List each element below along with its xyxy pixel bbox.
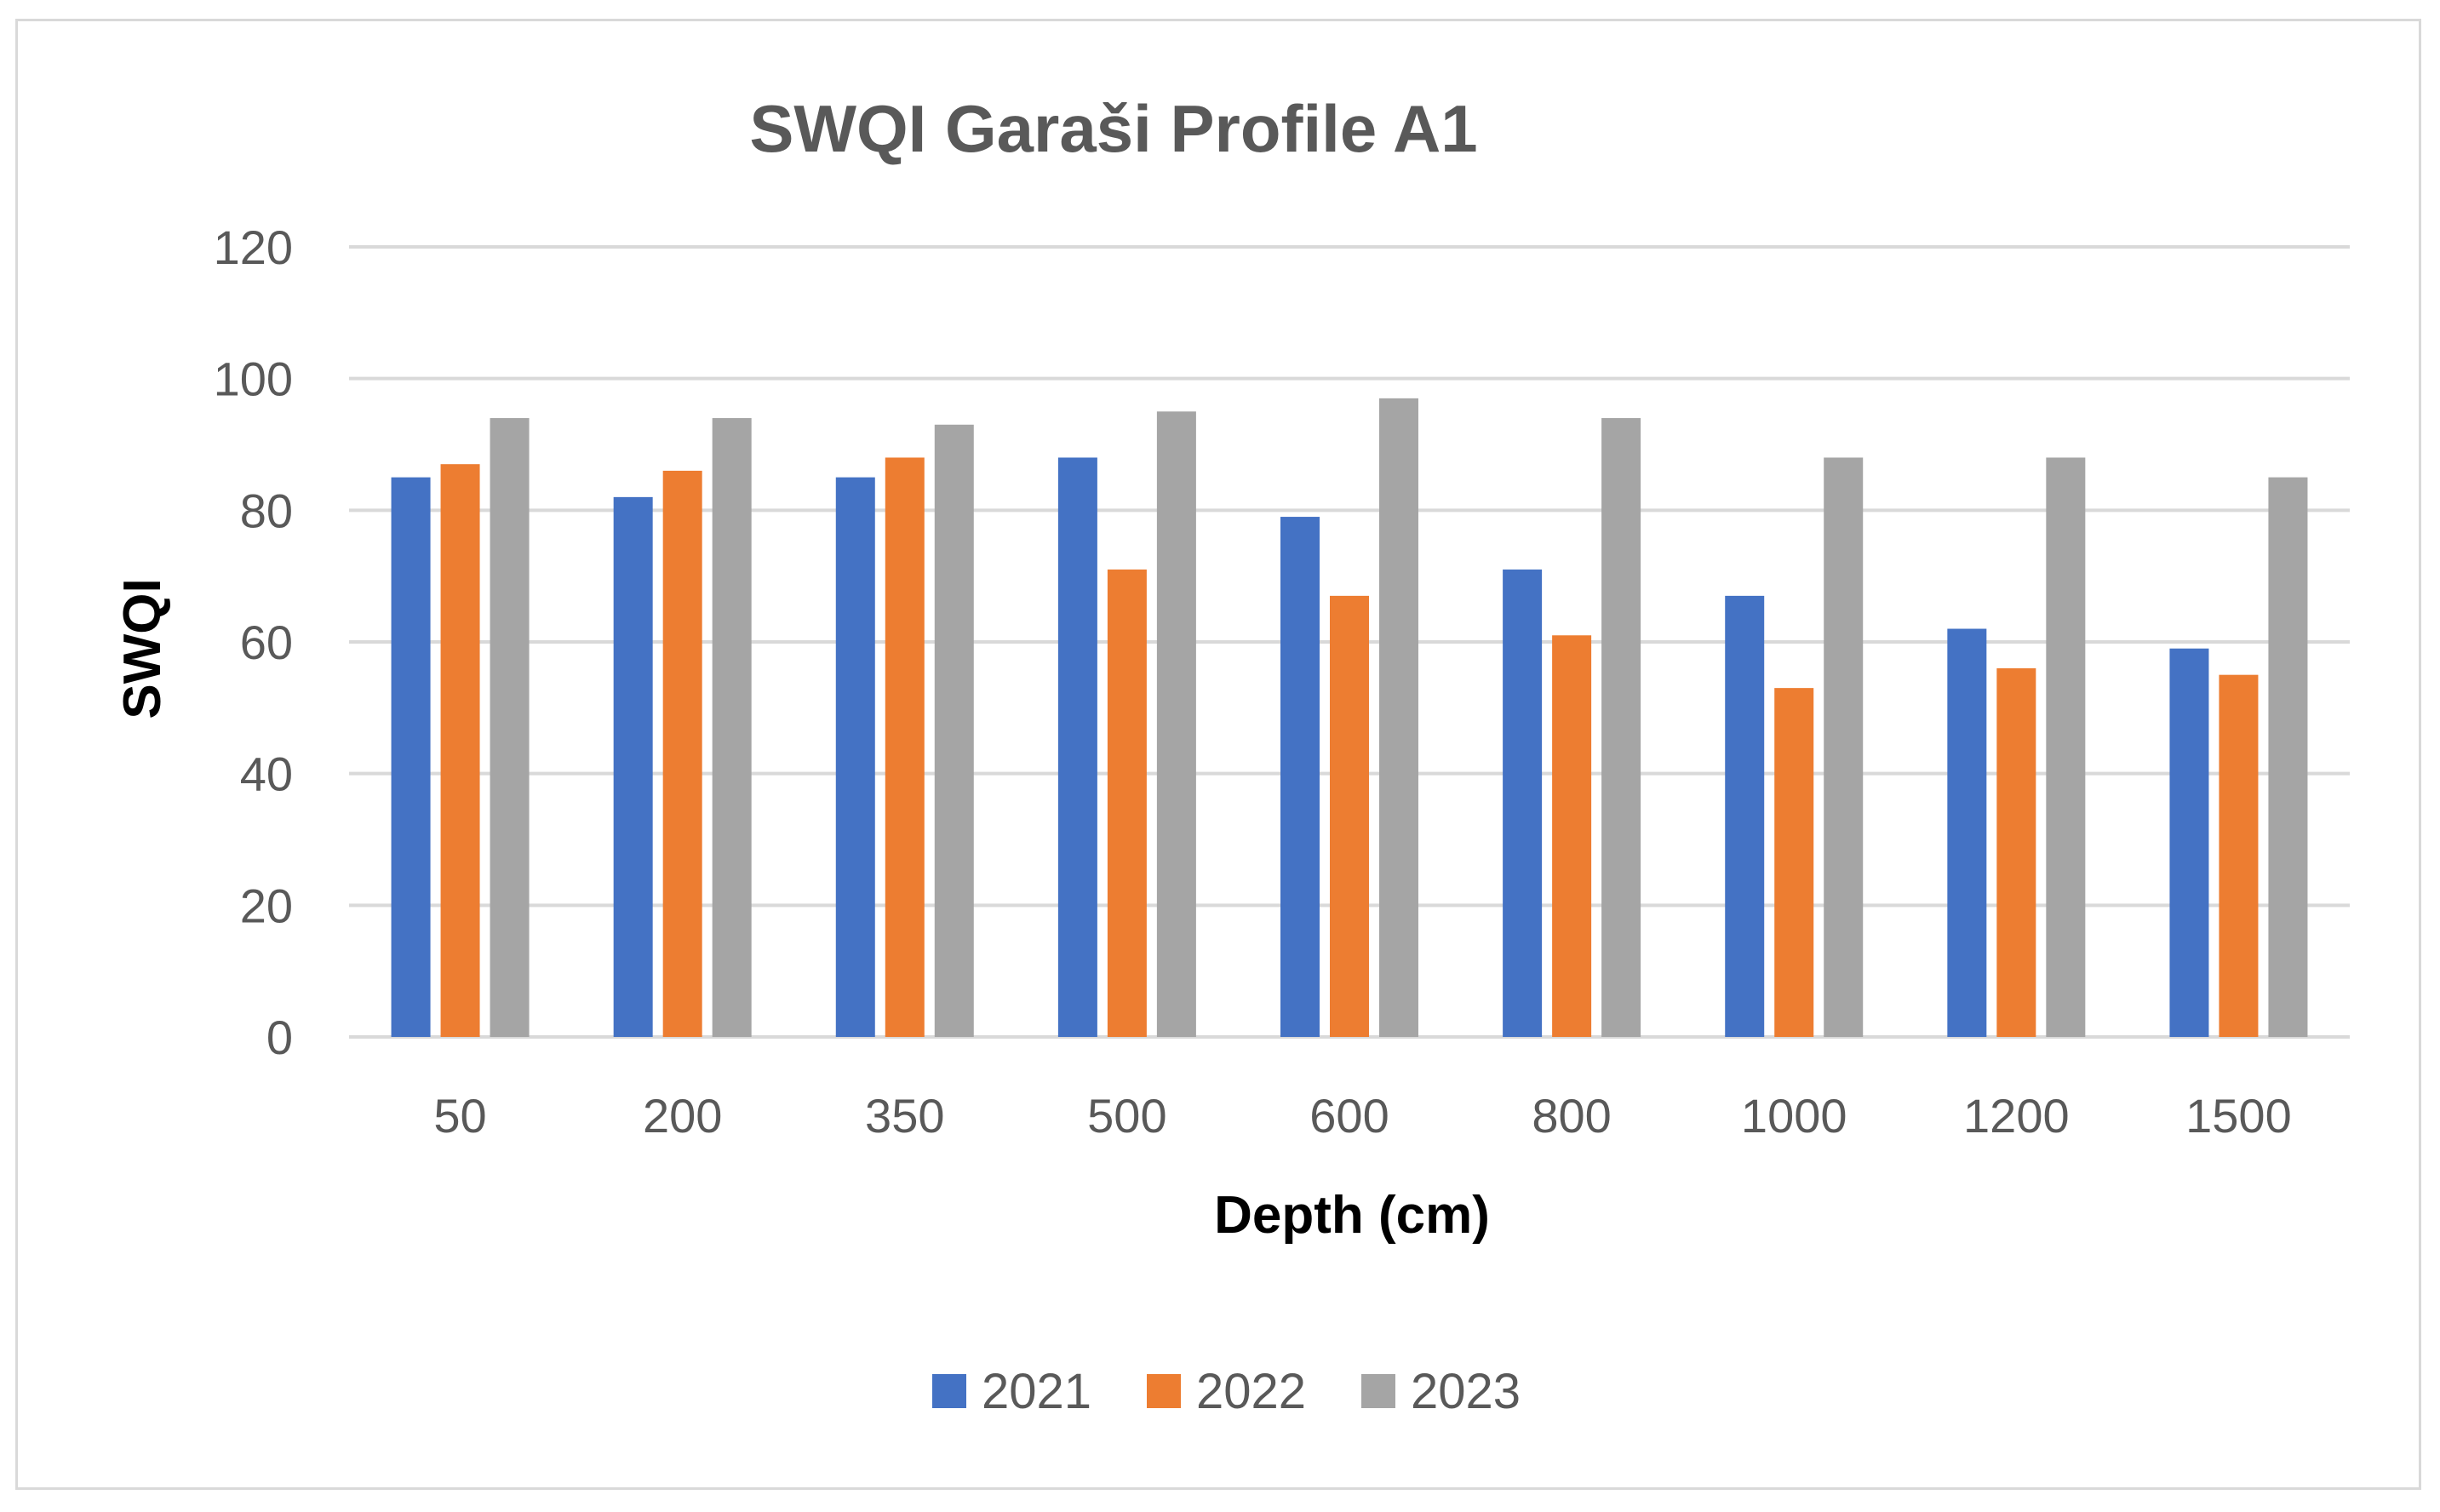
bar-2021-50 — [391, 477, 431, 1037]
x-tick-label: 500 — [1087, 1089, 1166, 1143]
y-tick-label: 20 — [240, 879, 293, 932]
legend-label-2022: 2022 — [1196, 1364, 1306, 1419]
legend-swatch-2022 — [1147, 1374, 1181, 1408]
bar-2021-200 — [613, 496, 653, 1037]
x-tick-label: 200 — [643, 1089, 722, 1143]
y-axis-ticks: 0 20 40 60 80 100 120 — [214, 220, 293, 1064]
legend: 2021 2022 2023 — [932, 1364, 1521, 1419]
chart-title: SWQI Garaši Profile A1 — [749, 91, 1477, 166]
x-tick-label: 350 — [865, 1089, 944, 1143]
x-tick-label: 800 — [1532, 1089, 1611, 1143]
x-tick-label: 1200 — [1963, 1089, 2070, 1143]
bars — [391, 398, 2308, 1038]
x-tick-label: 600 — [1309, 1089, 1389, 1143]
bar-2021-800 — [1503, 569, 1543, 1037]
legend-label-2021: 2021 — [982, 1364, 1091, 1419]
bar-2022-1000 — [1774, 688, 1814, 1037]
y-tick-label: 0 — [266, 1011, 293, 1064]
bar-2023-600 — [1379, 398, 1418, 1037]
bar-2022-200 — [662, 470, 702, 1037]
y-tick-label: 40 — [240, 747, 293, 801]
y-tick-label: 80 — [240, 484, 293, 537]
x-tick-label: 1500 — [2185, 1089, 2292, 1143]
bar-2023-200 — [712, 418, 752, 1038]
bar-2022-50 — [440, 464, 480, 1037]
bar-2022-600 — [1330, 595, 1369, 1037]
bar-2021-600 — [1280, 517, 1320, 1037]
bar-2023-1000 — [1824, 457, 1864, 1037]
x-axis-ticks: 50 200 350 500 600 800 1000 1200 1500 — [433, 1089, 2291, 1143]
bar-2022-1200 — [1996, 667, 2036, 1037]
x-tick-label: 50 — [433, 1089, 486, 1143]
bar-2023-1200 — [2046, 457, 2086, 1037]
legend-swatch-2021 — [932, 1374, 966, 1408]
y-tick-label: 120 — [214, 220, 293, 274]
legend-swatch-2023 — [1361, 1374, 1395, 1408]
bar-2022-800 — [1552, 635, 1592, 1037]
y-axis-label: SWQI — [113, 578, 172, 719]
bar-2023-500 — [1156, 411, 1196, 1037]
x-axis-label: Depth (cm) — [1214, 1186, 1490, 1245]
bar-2021-1200 — [1947, 628, 1987, 1037]
bar-2022-1500 — [2219, 674, 2259, 1037]
bar-2023-350 — [934, 424, 974, 1037]
bar-2023-1500 — [2268, 477, 2308, 1037]
bar-2021-350 — [835, 477, 875, 1037]
legend-label-2023: 2023 — [1411, 1364, 1521, 1419]
x-tick-label: 1000 — [1741, 1089, 1847, 1143]
bar-2023-50 — [490, 418, 530, 1038]
bar-2021-500 — [1057, 457, 1097, 1037]
y-tick-label: 100 — [214, 352, 293, 406]
bar-2021-1000 — [1725, 595, 1765, 1037]
bar-2021-1500 — [2169, 648, 2209, 1037]
bar-2022-500 — [1107, 569, 1147, 1037]
y-tick-label: 60 — [240, 616, 293, 669]
bar-2023-800 — [1601, 418, 1641, 1038]
bar-2022-350 — [885, 457, 925, 1037]
